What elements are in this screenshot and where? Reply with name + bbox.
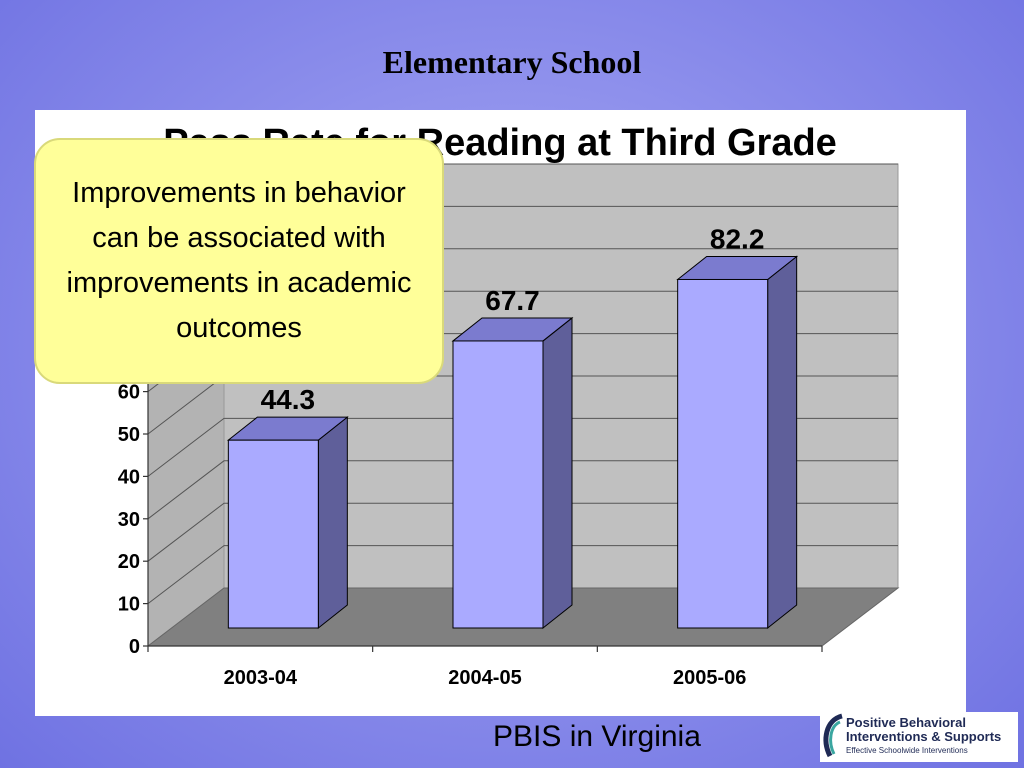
gridline — [147, 417, 898, 477]
footer-text: PBIS in Virginia — [493, 720, 701, 753]
gridline — [147, 545, 898, 604]
bar-side — [767, 255, 798, 630]
y-tick-label: 30 — [118, 509, 140, 531]
callout-text: Improvements in behavior can be associat… — [66, 177, 412, 344]
bar — [226, 416, 349, 630]
y-tick-label: 50 — [118, 424, 140, 446]
bar-front — [452, 340, 544, 629]
y-tick-label: 40 — [118, 466, 140, 488]
gridline — [147, 502, 898, 562]
bar-front — [677, 278, 769, 629]
x-tick-label: 2003-04 — [224, 667, 298, 689]
chart-panel: 0 10 20 30 40 50 60 44.3 2003-04 67.7 2004-05 82.2 2… — [35, 110, 966, 716]
x-tick-label: 2005-06 — [673, 667, 746, 689]
bar — [451, 316, 574, 630]
y-tick-label: 0 — [129, 636, 140, 658]
y-tick-label: 60 — [118, 382, 140, 404]
bar-chart: 0 10 20 30 40 50 60 44.3 2003-04 67.7 2004-05 82.2 2… — [118, 122, 900, 689]
data-label: 82.2 — [710, 223, 765, 254]
callout-box: Improvements in behavior can be associat… — [34, 138, 444, 384]
bar-front — [227, 439, 319, 629]
slide-title: Elementary School — [382, 44, 642, 80]
logo-line-2: Interventions & Supports — [846, 729, 1002, 744]
x-tick-label: 2004-05 — [448, 667, 521, 689]
bar — [676, 255, 799, 630]
bar-side — [542, 316, 573, 630]
gridline — [147, 460, 898, 520]
logo-arc-icon — [823, 713, 843, 758]
logo-line-1: Positive Behavioral — [846, 715, 966, 730]
bar-side — [317, 416, 348, 630]
y-tick-label: 20 — [118, 551, 140, 573]
logo-line-3: Effective Schoolwide Interventions — [846, 746, 968, 755]
pbis-logo: Positive Behavioral Interventions & Supp… — [820, 712, 1018, 762]
y-tick-label: 10 — [118, 594, 140, 616]
data-label: 44.3 — [261, 384, 316, 415]
data-label: 67.7 — [485, 285, 540, 316]
